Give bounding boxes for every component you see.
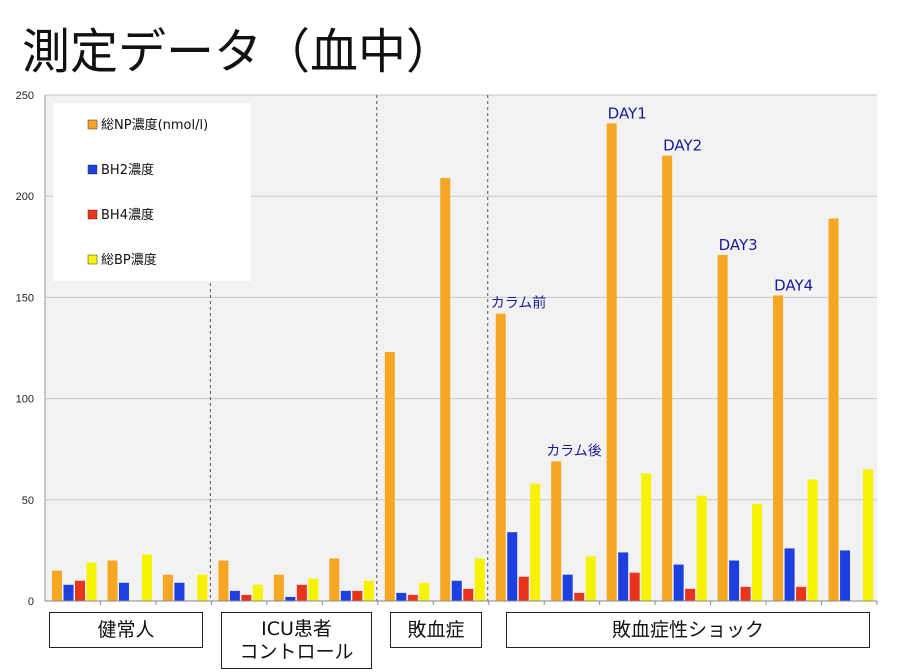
bar [218, 560, 229, 601]
bar [384, 352, 395, 601]
bar [352, 590, 363, 601]
bar [574, 592, 585, 601]
bar [308, 578, 319, 601]
bar [396, 592, 407, 601]
bar [618, 552, 629, 601]
bar [562, 574, 573, 601]
bar [740, 586, 751, 601]
y-tick-label: 150 [16, 292, 34, 304]
legend-swatch [87, 254, 98, 265]
bar [419, 582, 430, 601]
bar [641, 473, 652, 601]
bar [340, 590, 351, 601]
bar [463, 588, 474, 601]
legend-label: BH4濃度 [101, 207, 154, 223]
group-dividers [209, 95, 489, 601]
annotation-label: DAY2 [663, 137, 702, 155]
bar [863, 469, 874, 601]
bar [606, 123, 617, 601]
annotation-label: DAY3 [719, 236, 758, 254]
bar [662, 155, 673, 601]
group-label-box: 健常人 [49, 612, 203, 648]
bar [285, 596, 296, 601]
bar [162, 574, 173, 601]
y-axis: 0 50 100 150 200 250 [16, 90, 878, 608]
bar [252, 584, 263, 601]
bar [75, 580, 85, 601]
group-label-box: ICU患者 コントロール [221, 612, 372, 669]
legend-swatch [87, 119, 98, 130]
bar [673, 564, 684, 601]
slide-title: 測定データ（血中） [22, 24, 455, 80]
bar [197, 574, 208, 601]
bar [729, 560, 740, 601]
legend-label: 総BP濃度 [101, 252, 157, 268]
y-tick-label: 250 [16, 90, 34, 102]
y-tick-label: 50 [22, 495, 34, 507]
bar [585, 556, 596, 601]
bar [440, 177, 451, 601]
bar [696, 495, 707, 601]
y-tick-label: 100 [16, 394, 34, 406]
bar [329, 558, 340, 601]
annotation-label: DAY4 [774, 276, 813, 294]
bars [52, 123, 874, 602]
bar [118, 582, 129, 601]
bar [451, 580, 462, 601]
bar [507, 532, 518, 601]
bar [530, 483, 541, 601]
bar [807, 479, 818, 601]
bar [796, 586, 807, 601]
y-tick-label: 0 [28, 596, 34, 608]
bar [229, 590, 240, 601]
bar [551, 461, 562, 601]
legend-swatch [87, 209, 98, 220]
bar [518, 576, 529, 601]
annotation-label: DAY1 [608, 104, 647, 122]
bar [241, 594, 252, 601]
bar [407, 594, 418, 601]
bar [474, 558, 485, 601]
bar [495, 313, 506, 601]
bar [629, 572, 640, 601]
annotation-label: カラム前 [491, 295, 547, 312]
annotation-label: カラム後 [546, 443, 602, 459]
bar [773, 295, 784, 601]
legend-label: 総NP濃度(nmol/l) [101, 117, 208, 133]
bar [685, 588, 696, 601]
legend-label: BH2濃度 [101, 162, 154, 178]
bar [86, 562, 97, 601]
bar [63, 584, 74, 601]
bar [141, 554, 152, 601]
bar [363, 580, 374, 601]
group-label-box: 敗血症 [390, 612, 482, 648]
bar [107, 560, 118, 601]
bar [174, 582, 185, 601]
bar [828, 218, 839, 602]
bar [296, 584, 307, 601]
bar [784, 548, 795, 601]
group-label-box: 敗血症性ショック [506, 612, 870, 648]
bar [273, 574, 284, 601]
y-tick-label: 200 [16, 191, 34, 203]
bar [840, 550, 851, 601]
bar [717, 254, 728, 601]
bar [752, 503, 763, 601]
legend-box [53, 103, 251, 281]
legend-swatch [87, 164, 98, 175]
bar [52, 570, 62, 601]
